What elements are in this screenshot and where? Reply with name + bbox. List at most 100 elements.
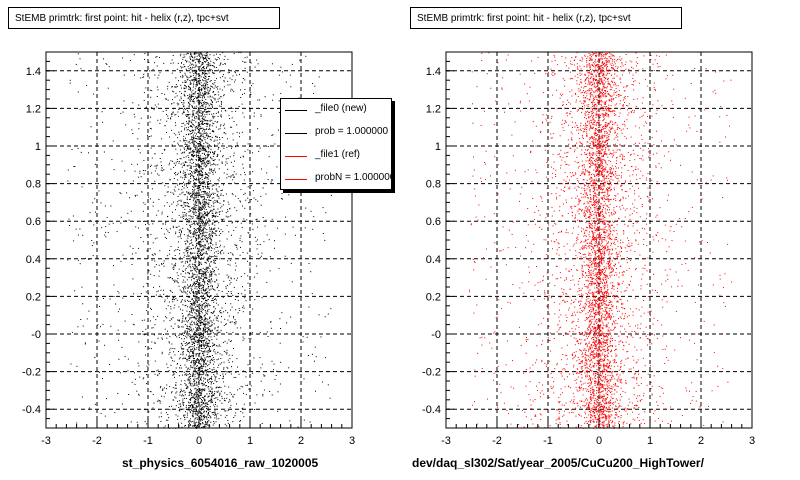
scatter-point <box>249 90 251 92</box>
scatter-point <box>237 299 239 301</box>
scatter-point <box>187 421 189 423</box>
scatter-point <box>187 228 188 230</box>
scatter-point <box>180 261 182 263</box>
scatter-point <box>269 270 271 272</box>
scatter-point <box>207 253 208 255</box>
scatter-point <box>206 134 207 136</box>
scatter-point <box>189 296 191 298</box>
scatter-point <box>206 241 208 243</box>
scatter-point <box>212 92 214 93</box>
scatter-point <box>185 317 187 319</box>
scatter-point <box>172 279 174 281</box>
scatter-point <box>184 364 186 366</box>
scatter-point <box>195 368 197 369</box>
scatter-point <box>191 308 193 310</box>
scatter-point <box>179 149 181 151</box>
scatter-point <box>199 388 201 390</box>
scatter-point <box>188 245 190 247</box>
scatter-point <box>211 188 213 190</box>
scatter-point <box>67 169 69 171</box>
scatter-point <box>219 386 221 388</box>
scatter-point <box>214 270 215 272</box>
scatter-point <box>201 400 203 401</box>
scatter-point <box>184 178 185 180</box>
scatter-point <box>202 334 204 336</box>
scatter-point <box>205 331 207 333</box>
scatter-point <box>207 424 209 426</box>
scatter-point <box>211 392 213 394</box>
scatter-point <box>148 77 150 79</box>
scatter-point <box>209 194 211 196</box>
scatter-point <box>212 155 214 157</box>
scatter-point <box>256 218 258 220</box>
scatter-point <box>213 261 215 263</box>
scatter-point <box>210 148 212 150</box>
scatter-point <box>184 212 186 213</box>
scatter-point <box>134 116 136 118</box>
scatter-point <box>217 329 219 331</box>
scatter-point <box>153 253 155 255</box>
scatter-point <box>183 140 185 142</box>
scatter-point <box>216 330 218 332</box>
scatter-point <box>190 226 192 227</box>
scatter-point <box>236 244 238 246</box>
scatter-point <box>198 92 200 94</box>
scatter-point <box>204 71 206 73</box>
scatter-point <box>171 220 173 222</box>
scatter-point <box>236 124 238 126</box>
scatter-point <box>201 234 203 236</box>
scatter-point <box>189 141 190 143</box>
scatter-point <box>183 102 185 104</box>
scatter-point <box>193 304 195 306</box>
scatter-point <box>206 240 207 242</box>
scatter-point <box>143 76 145 78</box>
scatter-point <box>227 201 229 203</box>
scatter-point <box>199 281 201 283</box>
scatter-point <box>218 418 220 420</box>
scatter-point <box>213 311 215 313</box>
scatter-point <box>189 103 191 105</box>
scatter-point <box>191 404 193 406</box>
scatter-point <box>234 176 235 178</box>
scatter-point <box>259 332 261 334</box>
scatter-point <box>200 346 202 348</box>
scatter-point <box>175 84 177 86</box>
scatter-point <box>196 421 198 423</box>
scatter-point <box>190 276 192 278</box>
scatter-point <box>153 109 155 111</box>
scatter-point <box>192 244 193 246</box>
scatter-point <box>159 270 161 272</box>
scatter-point <box>192 374 194 376</box>
scatter-point <box>230 404 232 406</box>
scatter-point <box>186 116 188 117</box>
scatter-point <box>183 54 185 56</box>
scatter-point <box>192 420 194 422</box>
scatter-point <box>211 101 213 103</box>
scatter-point <box>192 416 194 418</box>
scatter-point <box>204 325 205 327</box>
scatter-point <box>203 129 205 130</box>
scatter-point <box>172 112 174 114</box>
scatter-point <box>222 64 224 65</box>
scatter-point <box>206 260 208 262</box>
scatter-point <box>196 382 198 384</box>
scatter-point <box>183 414 185 416</box>
scatter-point <box>217 268 219 270</box>
scatter-point <box>198 62 200 64</box>
scatter-point <box>138 122 140 124</box>
scatter-point <box>198 108 200 109</box>
scatter-point <box>236 142 238 144</box>
scatter-point <box>173 269 175 270</box>
scatter-point <box>214 273 216 275</box>
scatter-point <box>178 80 179 82</box>
scatter-point <box>208 289 210 291</box>
scatter-point <box>203 214 205 216</box>
scatter-point <box>198 100 199 102</box>
scatter-point <box>189 346 191 347</box>
scatter-point <box>150 128 152 130</box>
scatter-point <box>240 97 242 98</box>
scatter-point <box>177 246 179 248</box>
scatter-point <box>211 329 213 331</box>
scatter-point <box>240 327 242 329</box>
scatter-point <box>201 270 203 272</box>
